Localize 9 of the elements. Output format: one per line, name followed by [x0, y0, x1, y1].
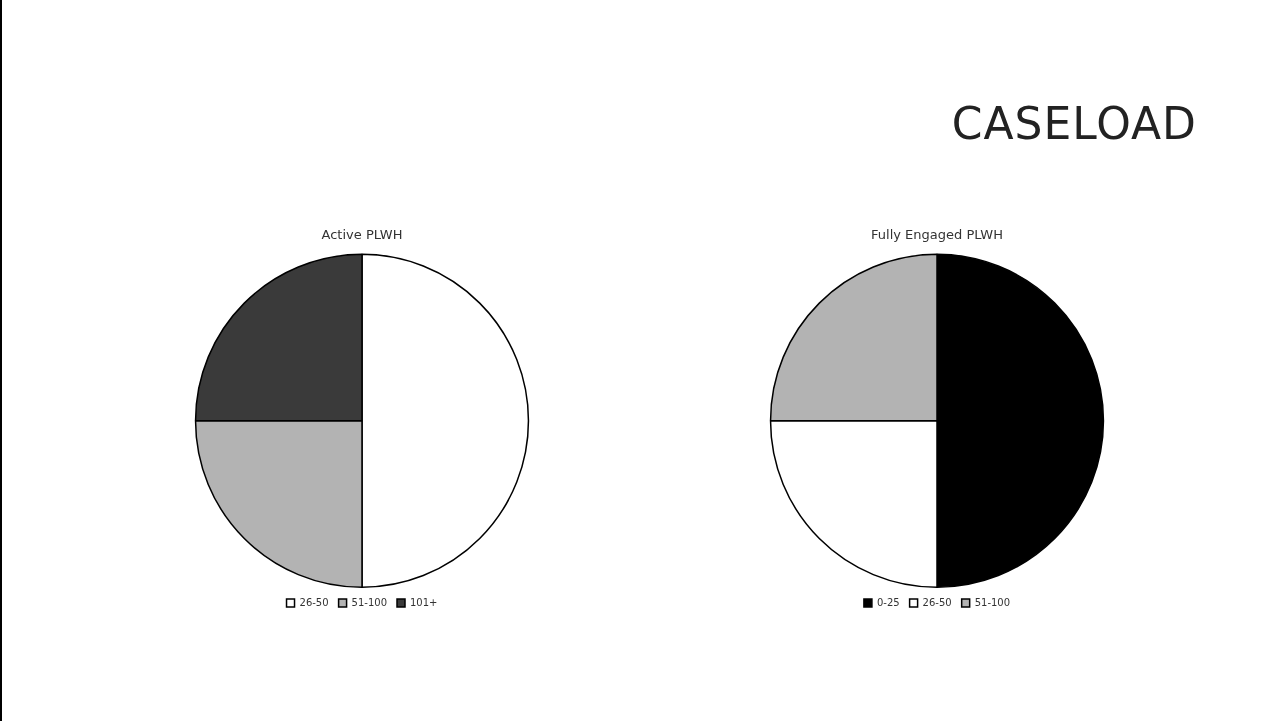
text: CASELOAD: [951, 98, 1197, 149]
legend-label: 26-50: [299, 596, 329, 608]
legend-label: 51-100: [974, 596, 1011, 608]
legend-label: 0-25: [876, 596, 900, 608]
legend-label: 101+: [410, 596, 438, 608]
legend-label: 26-50: [922, 596, 952, 608]
chart-title: Fully Engaged PLWH: [871, 227, 1003, 243]
chart-title: Active PLWH: [321, 227, 403, 243]
legend-label: 51-100: [351, 596, 388, 608]
